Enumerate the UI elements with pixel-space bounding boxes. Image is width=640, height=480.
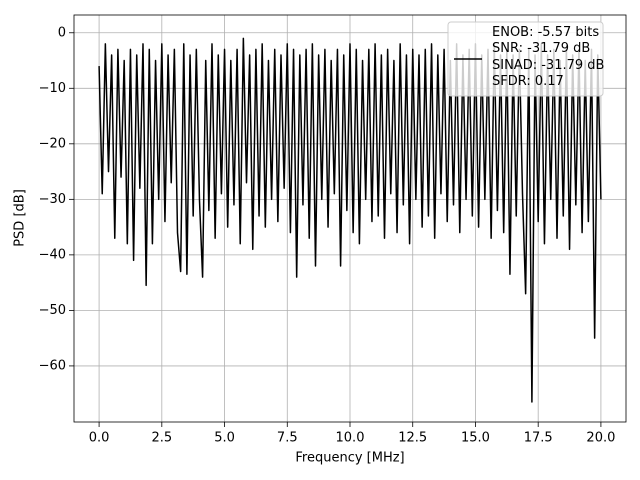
legend-box [447,21,604,97]
y-tick-label: −40 [39,247,66,262]
y-tick-label: −60 [39,358,66,373]
x-tick-label: 15.0 [461,431,490,446]
plot-frame [73,14,627,423]
y-tick-label: 0 [58,25,66,40]
x-tick-label: 17.5 [524,431,553,446]
x-tick-label: 5.0 [214,431,235,446]
x-tick-label: 20.0 [586,431,615,446]
y-tick-label: −10 [39,81,66,96]
x-tick-label: 0.0 [89,431,110,446]
x-tick-label: 2.5 [151,431,172,446]
y-axis-label: PSD [dB] [13,189,28,247]
y-tick-label: −20 [39,136,66,151]
x-axis-label: Frequency [MHz] [295,451,404,466]
x-tick-label: 12.5 [398,431,427,446]
y-tick-label: −30 [39,192,66,207]
legend-label: ENOB: -5.57 bits SNR: -31.79 dB SINAD: -… [492,25,605,89]
psd-line [98,37,602,403]
x-tick-label: 7.5 [277,431,298,446]
y-tick-label: −50 [39,303,66,318]
x-tick-label: 10.0 [336,431,365,446]
